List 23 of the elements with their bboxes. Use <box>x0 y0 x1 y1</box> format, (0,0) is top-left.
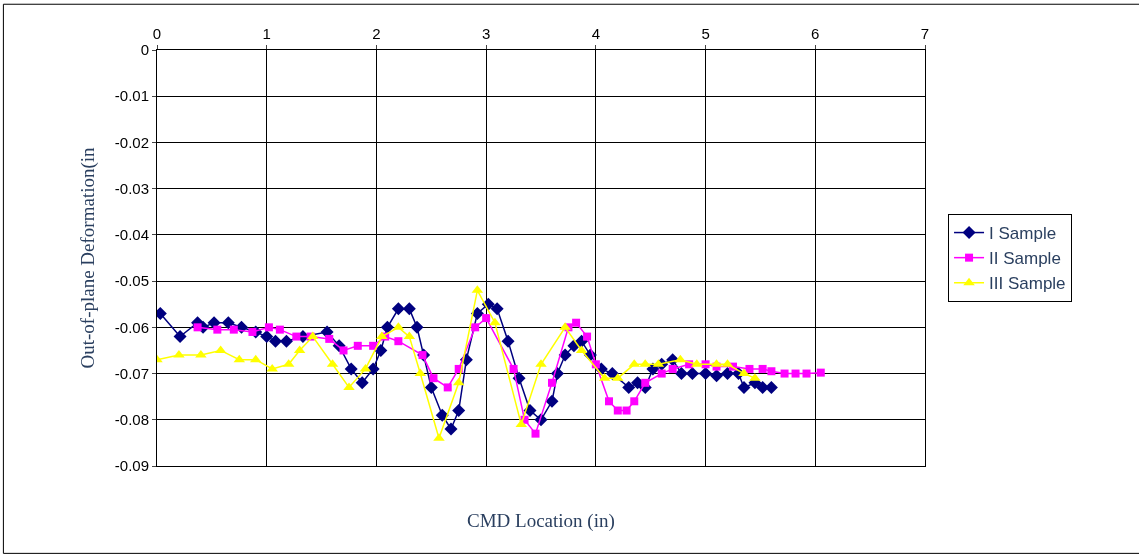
x-tick-label: 7 <box>920 25 930 42</box>
y-tick-label: -0.07 <box>114 364 149 382</box>
x-tick-label: 1 <box>262 25 271 42</box>
x-tick-label: 3 <box>481 25 491 42</box>
y-tick-label: -0.08 <box>114 411 149 429</box>
x-tick-label: 0 <box>152 25 162 42</box>
x-tick-label: 5 <box>701 25 710 42</box>
y-tick-label: -0.02 <box>114 133 149 151</box>
y-tick-label: -0.03 <box>114 179 149 197</box>
x-tick-label: 4 <box>591 25 601 42</box>
y-tick-label: -0.06 <box>114 318 149 336</box>
x-axis-title: CMD Location (in) <box>467 510 615 532</box>
y-tick-label: -0.01 <box>114 87 149 105</box>
x-tick-label: 2 <box>372 25 381 42</box>
legend-label: III Sample <box>989 274 1066 294</box>
y-tick-label: -0.05 <box>114 272 149 290</box>
legend-label: I Sample <box>989 224 1057 244</box>
legend-label: II Sample <box>989 249 1061 269</box>
y-tick-label: -0.09 <box>114 457 149 475</box>
y-tick-label: -0.04 <box>114 226 149 244</box>
x-tick-label: 6 <box>811 25 820 42</box>
y-tick-label: 0 <box>140 41 149 59</box>
y-axis-title: Out-of-plane Deformation(in <box>76 146 99 369</box>
